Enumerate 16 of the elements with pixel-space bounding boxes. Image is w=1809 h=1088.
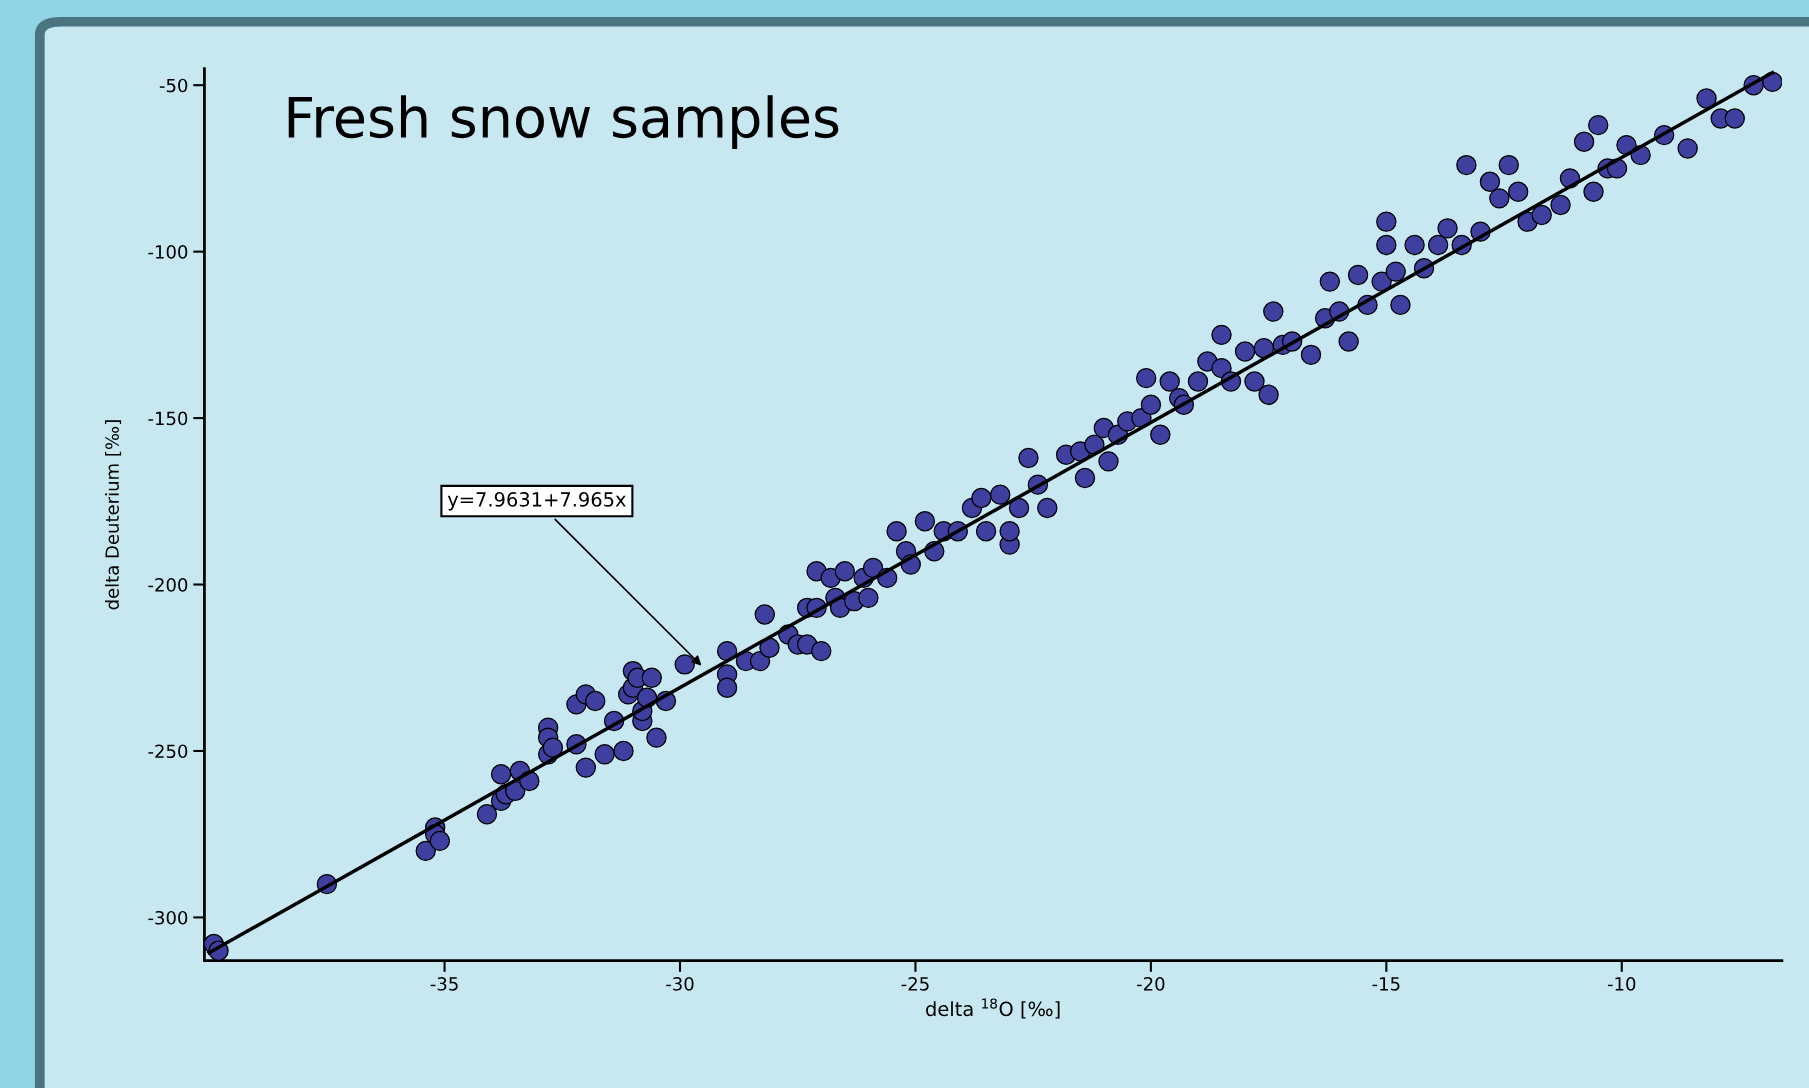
x-axis-title: delta $^{18}$O [‰] [926, 998, 1060, 1019]
x-tick-label: -30 [666, 976, 694, 991]
y-tick-label: -250 [148, 744, 188, 759]
x-tick-label: -20 [1137, 976, 1165, 991]
x-tick-label: -10 [1607, 976, 1636, 991]
annotation: y=7.9631+7.965x [447, 492, 626, 511]
y-tick-label: -300 [148, 910, 188, 925]
y-axis-title: delta Deuterium [‰] [104, 420, 122, 610]
x-tick-label: -35 [430, 976, 458, 991]
x-tick-label: -15 [1372, 977, 1400, 991]
x-tick-label: -25 [901, 976, 929, 991]
y-tick-label: -100 [148, 245, 188, 259]
y-tick-label: -200 [148, 577, 188, 592]
y-tick-label: -150 [148, 411, 188, 426]
chart-title: Fresh snow samples [288, 95, 839, 149]
y-tick-label: -50 [159, 78, 188, 93]
